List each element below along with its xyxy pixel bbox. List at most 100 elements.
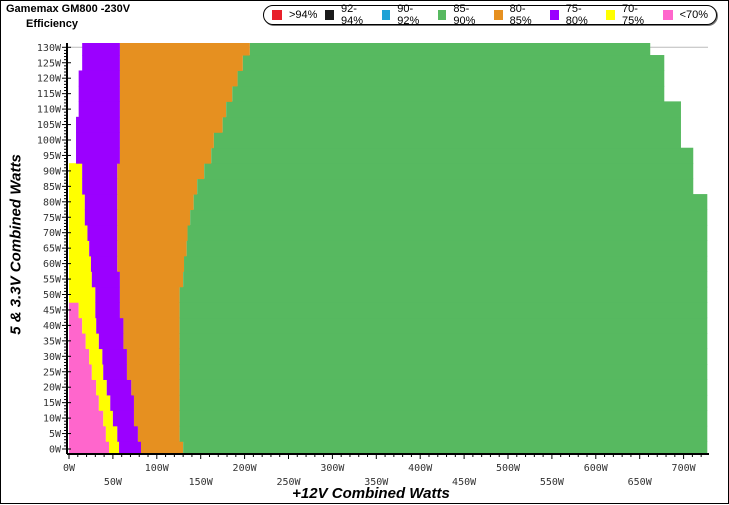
y-tick-label: 85W	[43, 182, 62, 193]
heatmap-cell	[76, 116, 120, 133]
y-tick-label: 45W	[43, 305, 62, 316]
x-tick-label: 100W	[145, 463, 170, 474]
heatmap-cell	[95, 302, 120, 319]
heatmap-cell	[133, 410, 180, 427]
heatmap-cell	[179, 364, 708, 380]
heatmap-cell	[87, 224, 118, 241]
x-tick-label: 0W	[63, 463, 76, 474]
heatmap-cell	[112, 410, 134, 427]
heatmap-cell	[69, 255, 91, 272]
heatmap-cell	[102, 348, 127, 365]
heatmap-cell	[117, 163, 205, 180]
heatmap-cell	[69, 209, 85, 226]
heatmap-cell	[184, 255, 708, 272]
heatmap-cell	[183, 441, 708, 454]
heatmap-cell	[69, 286, 96, 303]
y-tick-label: 120W	[37, 74, 62, 85]
heatmap-cell	[98, 333, 124, 350]
legend-swatch	[606, 10, 615, 20]
x-tick-label: 550W	[540, 477, 565, 488]
heatmap-cell	[179, 348, 708, 365]
heatmap-cell	[82, 317, 97, 334]
y-tick-label: 55W	[43, 275, 62, 286]
heatmap-cell	[179, 302, 708, 319]
heatmap-cell	[179, 286, 708, 303]
heatmap-cell	[137, 425, 180, 442]
heatmap-cell	[131, 379, 180, 396]
heatmap-cell	[117, 209, 191, 226]
heatmap-cell	[119, 101, 227, 118]
y-tick-label: 95W	[43, 151, 62, 162]
heatmap-cell	[69, 178, 83, 195]
heatmap-cell	[78, 101, 120, 118]
x-tick-label: 150W	[189, 477, 214, 488]
heatmap-cell	[211, 147, 694, 164]
legend-swatch	[272, 10, 282, 20]
heatmap-cell	[82, 163, 118, 180]
heatmap-cell	[179, 410, 708, 427]
legend-swatch	[550, 10, 559, 20]
heatmap-cell	[222, 116, 681, 133]
y-tick-label: 50W	[43, 290, 62, 301]
heatmap-cell	[226, 101, 681, 118]
y-tick-label: 0W	[49, 445, 62, 456]
y-tick-label: 35W	[43, 336, 62, 347]
heatmap-cell	[179, 379, 708, 396]
x-tick-label: 350W	[364, 477, 389, 488]
legend-label: 85-90%	[453, 3, 476, 27]
legend-label: <70%	[679, 9, 709, 21]
heatmap-cell	[193, 194, 708, 211]
heatmap-cell	[119, 302, 180, 319]
y-tick-label: 25W	[43, 367, 62, 378]
heatmap-cell	[69, 194, 85, 211]
heatmap-cell	[69, 317, 83, 334]
heatmap-cell	[96, 379, 107, 396]
heatmap-cell	[126, 364, 180, 380]
legend-swatch	[325, 10, 335, 20]
heatmap-cell	[117, 240, 187, 257]
y-tick-label: 125W	[37, 58, 62, 69]
heatmap-cell	[179, 394, 708, 411]
legend-swatch	[662, 10, 673, 20]
legend-item: 70-75%	[606, 3, 654, 27]
heatmap-cell	[69, 333, 86, 350]
legend-swatch	[381, 10, 391, 20]
heatmap-cell	[133, 394, 180, 411]
heatmap-cell	[119, 286, 180, 303]
heatmap-cell	[187, 224, 708, 241]
heatmap-cell	[179, 425, 708, 442]
heatmap-cell	[69, 364, 92, 380]
y-tick-label: 100W	[37, 136, 62, 147]
y-tick-label: 65W	[43, 244, 62, 255]
heatmap-cell	[91, 271, 120, 288]
chart-title: Gamemax GM800 -230V	[6, 3, 131, 15]
y-tick-label: 105W	[37, 120, 62, 131]
x-tick-label: 300W	[320, 463, 345, 474]
heatmap-cell	[110, 394, 134, 411]
heatmap-cell	[84, 209, 118, 226]
heatmap-cell	[117, 425, 138, 442]
legend-item: 92-94%	[325, 3, 373, 27]
heatmap-cell	[119, 43, 250, 56]
heatmap-cell	[82, 43, 120, 56]
x-tick-label: 650W	[628, 477, 653, 488]
y-tick-label: 115W	[37, 89, 62, 100]
heatmap-cell	[98, 394, 111, 411]
heatmap-cell	[126, 348, 180, 365]
heatmap-cell	[78, 70, 120, 87]
heatmap-cell	[119, 271, 184, 288]
heatmap-cell	[119, 132, 214, 149]
x-tick-label: 250W	[276, 477, 301, 488]
heatmap-cell	[119, 116, 223, 133]
heatmap-cell	[106, 379, 132, 396]
y-axis-title: 5 & 3.3V Combined Watts	[7, 154, 25, 335]
y-tick-label: 5W	[49, 429, 62, 440]
heatmap-cell	[82, 55, 120, 71]
heatmap-cell	[96, 317, 124, 334]
heatmap-cell	[78, 85, 120, 102]
heatmap-cell	[84, 194, 118, 211]
y-tick-label: 90W	[43, 166, 62, 177]
heatmap-cell	[69, 379, 97, 396]
heatmap-cell	[103, 410, 113, 427]
